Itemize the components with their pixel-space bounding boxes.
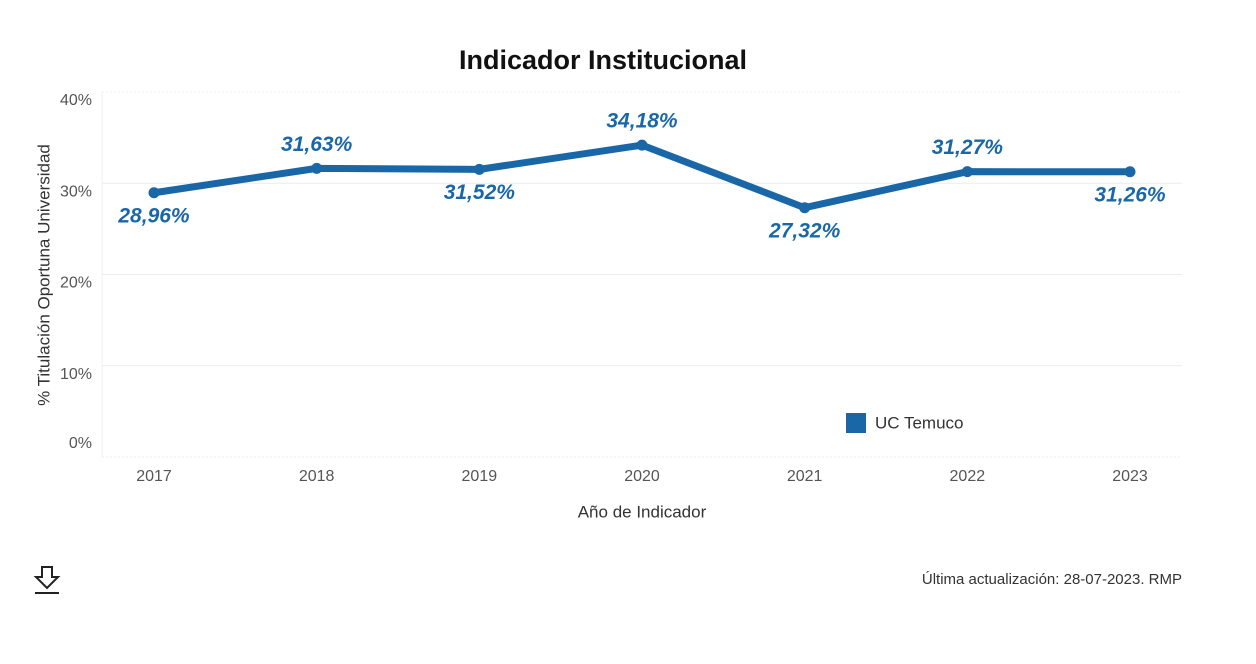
legend-swatch [846,413,866,433]
point [311,162,323,174]
y-tick-label: 20% [60,275,92,292]
point [1124,166,1136,178]
x-tick-label: 2020 [624,468,660,485]
y-axis-title: % Titulación Oportuna Universidad [34,144,53,406]
x-tick-label: 2017 [136,468,172,485]
download-icon[interactable] [33,566,61,594]
point [148,187,160,199]
point [473,163,485,175]
y-tick-label: 10% [60,366,92,383]
data-label: 28,96% [117,204,190,227]
data-label: 27,32% [768,219,841,242]
y-tick-label: 40% [60,92,92,109]
data-label: 31,27% [932,136,1004,159]
point [799,202,811,214]
y-tick-label: 30% [60,183,92,200]
point [961,166,973,178]
x-tick-label: 2022 [950,468,986,485]
x-tick-label: 2023 [1112,468,1148,485]
point [636,139,648,151]
x-tick-label: 2019 [462,468,498,485]
data-label: 31,26% [1094,183,1166,206]
data-label: 34,18% [606,110,678,133]
chart-title: Indicador Institucional [459,45,747,75]
x-tick-label: 2021 [787,468,823,485]
data-label: 31,52% [444,181,516,204]
x-axis-title: Año de Indicador [578,502,707,521]
y-tick-label: 0% [69,435,92,452]
data-label: 31,63% [281,133,353,156]
x-tick-label: 2018 [299,468,335,485]
update-note: Última actualización: 28-07-2023. RMP [922,571,1182,588]
legend-label: UC Temuco [875,413,964,432]
